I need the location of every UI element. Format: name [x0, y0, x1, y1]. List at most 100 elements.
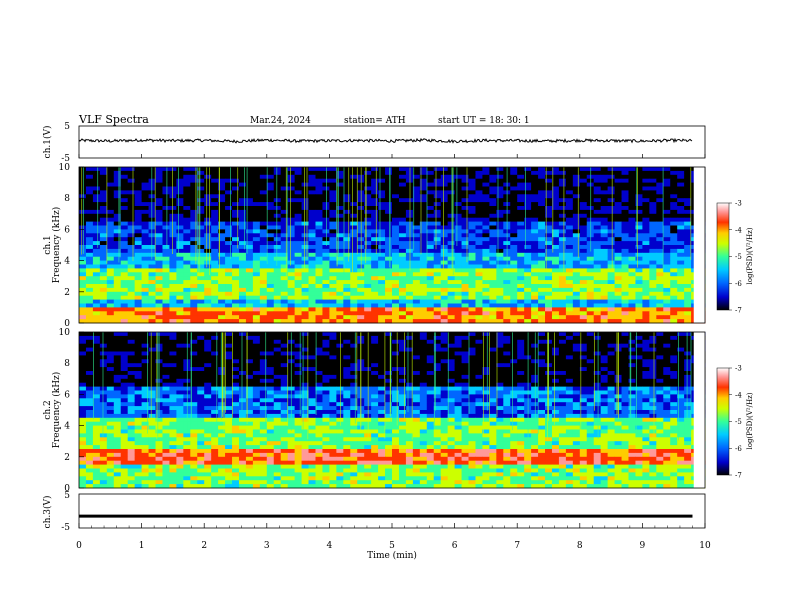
spectrogram-cell	[378, 363, 386, 368]
spectrogram-cell	[357, 276, 365, 281]
spectrogram-cell	[169, 280, 177, 285]
spectrogram-cell	[322, 363, 330, 368]
spectrogram-cell	[148, 295, 156, 300]
spectrogram-cell	[232, 363, 240, 368]
spectrogram-cell	[642, 311, 650, 316]
spectrogram-cell	[127, 260, 136, 265]
spectrogram-cell	[419, 174, 428, 180]
spectrogram-cell	[551, 178, 560, 183]
spectrogram-cell	[225, 347, 233, 352]
spectrogram-cell	[183, 264, 191, 269]
spectrogram-cell	[301, 178, 309, 183]
spectrogram-cell	[343, 213, 351, 219]
spectrogram-cell	[225, 167, 233, 172]
spectrogram-cell	[371, 245, 379, 250]
spectrogram-cell	[378, 221, 386, 226]
spectrogram-cell	[162, 241, 170, 246]
spectrogram-cell	[99, 252, 108, 258]
spectrogram-cell	[454, 194, 462, 199]
spectrogram-cell	[621, 248, 629, 254]
spectrogram-cell	[482, 378, 490, 384]
spectrogram-cell	[482, 213, 490, 219]
spectrogram-cell	[635, 190, 643, 195]
spectrogram-cell	[238, 378, 247, 384]
spectrogram-cell	[99, 307, 108, 312]
spectrogram-cell	[294, 343, 302, 348]
spectrogram-cell	[607, 363, 615, 368]
spectrogram-cell	[663, 206, 671, 211]
spectrogram-cell	[579, 217, 588, 222]
spectrogram-cell	[538, 209, 546, 215]
spectrogram-cell	[524, 178, 532, 183]
spectrogram-cell	[565, 167, 574, 172]
spectrogram-cell	[364, 194, 372, 199]
spectrogram-cell	[454, 299, 462, 304]
spectrogram-cell	[232, 332, 240, 337]
spectrogram-cell	[447, 182, 455, 187]
spectrogram-cell	[482, 367, 490, 372]
spectrogram-cell	[85, 311, 94, 316]
spectrogram-cell	[238, 295, 247, 300]
spectrogram-cell	[649, 206, 657, 211]
spectrogram-cell	[392, 355, 400, 360]
spectrogram-cell	[127, 319, 136, 324]
spectrogram-cell	[468, 233, 476, 238]
spectrogram-cell	[656, 260, 664, 265]
spectrogram-cell	[440, 319, 449, 324]
spectrogram-cell	[294, 371, 302, 376]
spectrogram-cell	[343, 374, 351, 380]
spectrogram-cell	[190, 225, 198, 230]
spectrogram-cell	[586, 319, 595, 324]
spectrogram-cell	[607, 355, 615, 360]
spectrogram-cell	[301, 343, 309, 348]
spectrogram-cell	[482, 186, 490, 191]
spectrogram-cell	[475, 382, 483, 387]
spectrogram-cell	[350, 170, 358, 176]
spectrogram-cell	[405, 190, 414, 195]
spectrogram-cell	[419, 351, 428, 356]
spectrogram-cell	[350, 252, 358, 258]
spectrogram-cell	[412, 332, 421, 337]
spectrogram-cell	[364, 241, 372, 246]
spectrogram-cell	[315, 295, 323, 300]
spectrogram-cell	[440, 256, 449, 261]
spectrogram-cell	[677, 382, 685, 387]
spectrogram-cell	[287, 245, 296, 250]
spectrogram-cell	[510, 284, 518, 289]
spectrogram-cell	[663, 291, 671, 297]
spectrogram-cell	[92, 299, 101, 304]
spectrogram-cell	[364, 186, 372, 191]
spectrogram-cell	[635, 209, 643, 215]
spectrogram-cell	[405, 363, 414, 368]
spectrogram-cell	[684, 335, 692, 341]
spectrogram-cell	[656, 343, 664, 348]
spectrogram-cell	[120, 287, 129, 293]
spectrogram-cell	[371, 351, 379, 356]
spectrogram-cell	[405, 335, 414, 341]
spectrogram-cell	[433, 287, 442, 293]
spectrogram-cell	[197, 339, 205, 345]
spectrogram-cell	[106, 382, 115, 387]
spectrogram-cell	[148, 367, 156, 372]
spectrogram-cell	[259, 252, 268, 258]
spectrogram-cell	[593, 213, 602, 219]
spectrogram-cell	[635, 307, 643, 312]
spectrogram-cell	[371, 284, 379, 289]
spectrogram-cell	[405, 245, 414, 250]
spectrogram-cell	[371, 291, 379, 297]
spectrogram-cell	[572, 229, 581, 234]
spectrogram-cell	[113, 178, 122, 183]
spectrogram-cell	[169, 256, 177, 261]
spectrogram-cell	[329, 174, 337, 180]
spectrogram-cell	[468, 167, 476, 172]
spectrogram-cell	[155, 299, 163, 304]
spectrogram-cell	[621, 335, 629, 341]
spectrogram-cell	[670, 371, 678, 376]
spectrogram-cell	[398, 198, 407, 203]
spectrogram-cell	[225, 378, 233, 384]
spectrogram-cell	[120, 170, 129, 176]
spectrogram-cell	[642, 315, 650, 320]
spectrogram-cell	[503, 272, 511, 277]
spectrogram-cell	[628, 202, 636, 207]
